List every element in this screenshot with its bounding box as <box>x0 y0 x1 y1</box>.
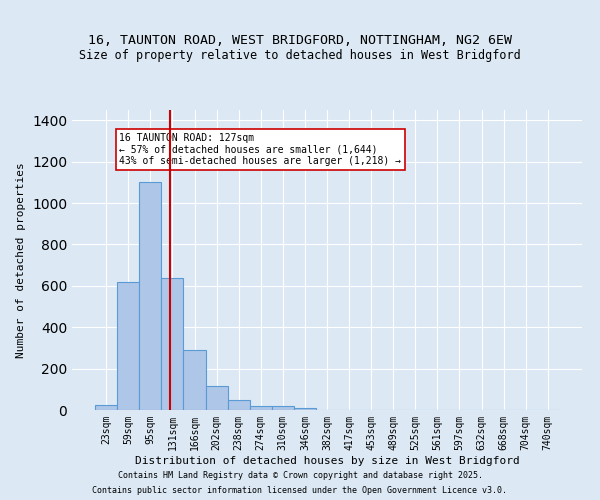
Bar <box>161 278 184 410</box>
X-axis label: Distribution of detached houses by size in West Bridgford: Distribution of detached houses by size … <box>134 456 520 466</box>
Bar <box>117 282 139 410</box>
Text: Contains public sector information licensed under the Open Government Licence v3: Contains public sector information licen… <box>92 486 508 495</box>
Bar <box>139 182 161 410</box>
Bar <box>184 350 206 410</box>
Bar <box>206 386 227 410</box>
Text: Size of property relative to detached houses in West Bridgford: Size of property relative to detached ho… <box>79 50 521 62</box>
Bar <box>95 405 117 410</box>
Text: 16 TAUNTON ROAD: 127sqm
← 57% of detached houses are smaller (1,644)
43% of semi: 16 TAUNTON ROAD: 127sqm ← 57% of detache… <box>119 133 401 166</box>
Y-axis label: Number of detached properties: Number of detached properties <box>16 162 26 358</box>
Bar <box>272 406 294 410</box>
Text: Contains HM Land Registry data © Crown copyright and database right 2025.: Contains HM Land Registry data © Crown c… <box>118 471 482 480</box>
Bar <box>294 408 316 410</box>
Bar <box>227 400 250 410</box>
Text: 16, TAUNTON ROAD, WEST BRIDGFORD, NOTTINGHAM, NG2 6EW: 16, TAUNTON ROAD, WEST BRIDGFORD, NOTTIN… <box>88 34 512 48</box>
Bar <box>250 406 272 410</box>
